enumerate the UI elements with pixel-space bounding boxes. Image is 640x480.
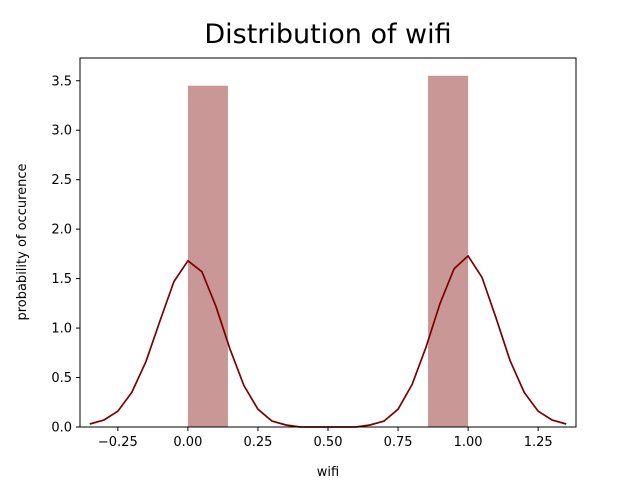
x-tick-label: 0.00: [173, 435, 202, 450]
chart-title: Distribution of wifi: [204, 19, 451, 50]
y-tick-label: 2.0: [51, 223, 72, 238]
y-tick-label: 0.5: [51, 371, 72, 386]
x-axis-label: wifi: [317, 465, 339, 480]
y-tick-label: 0.0: [51, 421, 72, 436]
kde-line: [89, 255, 567, 428]
y-tick-label: 1.5: [51, 272, 72, 287]
histogram-bar-2: [428, 75, 469, 427]
x-tick-label: 0.25: [243, 435, 272, 450]
y-tick-label: 2.5: [51, 173, 72, 188]
y-tick-label: 3.5: [51, 74, 72, 89]
plot-frame: [79, 57, 577, 428]
histogram-bar-1: [187, 85, 228, 427]
x-tick-label: 0.50: [314, 435, 343, 450]
y-tick-label: 3.0: [51, 124, 72, 139]
x-tick-label: 1.25: [524, 435, 553, 450]
x-tick-label: 1.00: [454, 435, 483, 450]
y-axis-label: probability of occurence: [15, 163, 30, 320]
x-tick-label: −0.25: [98, 435, 138, 450]
y-tick-label: 1.0: [51, 322, 72, 337]
x-tick-label: 0.75: [384, 435, 413, 450]
